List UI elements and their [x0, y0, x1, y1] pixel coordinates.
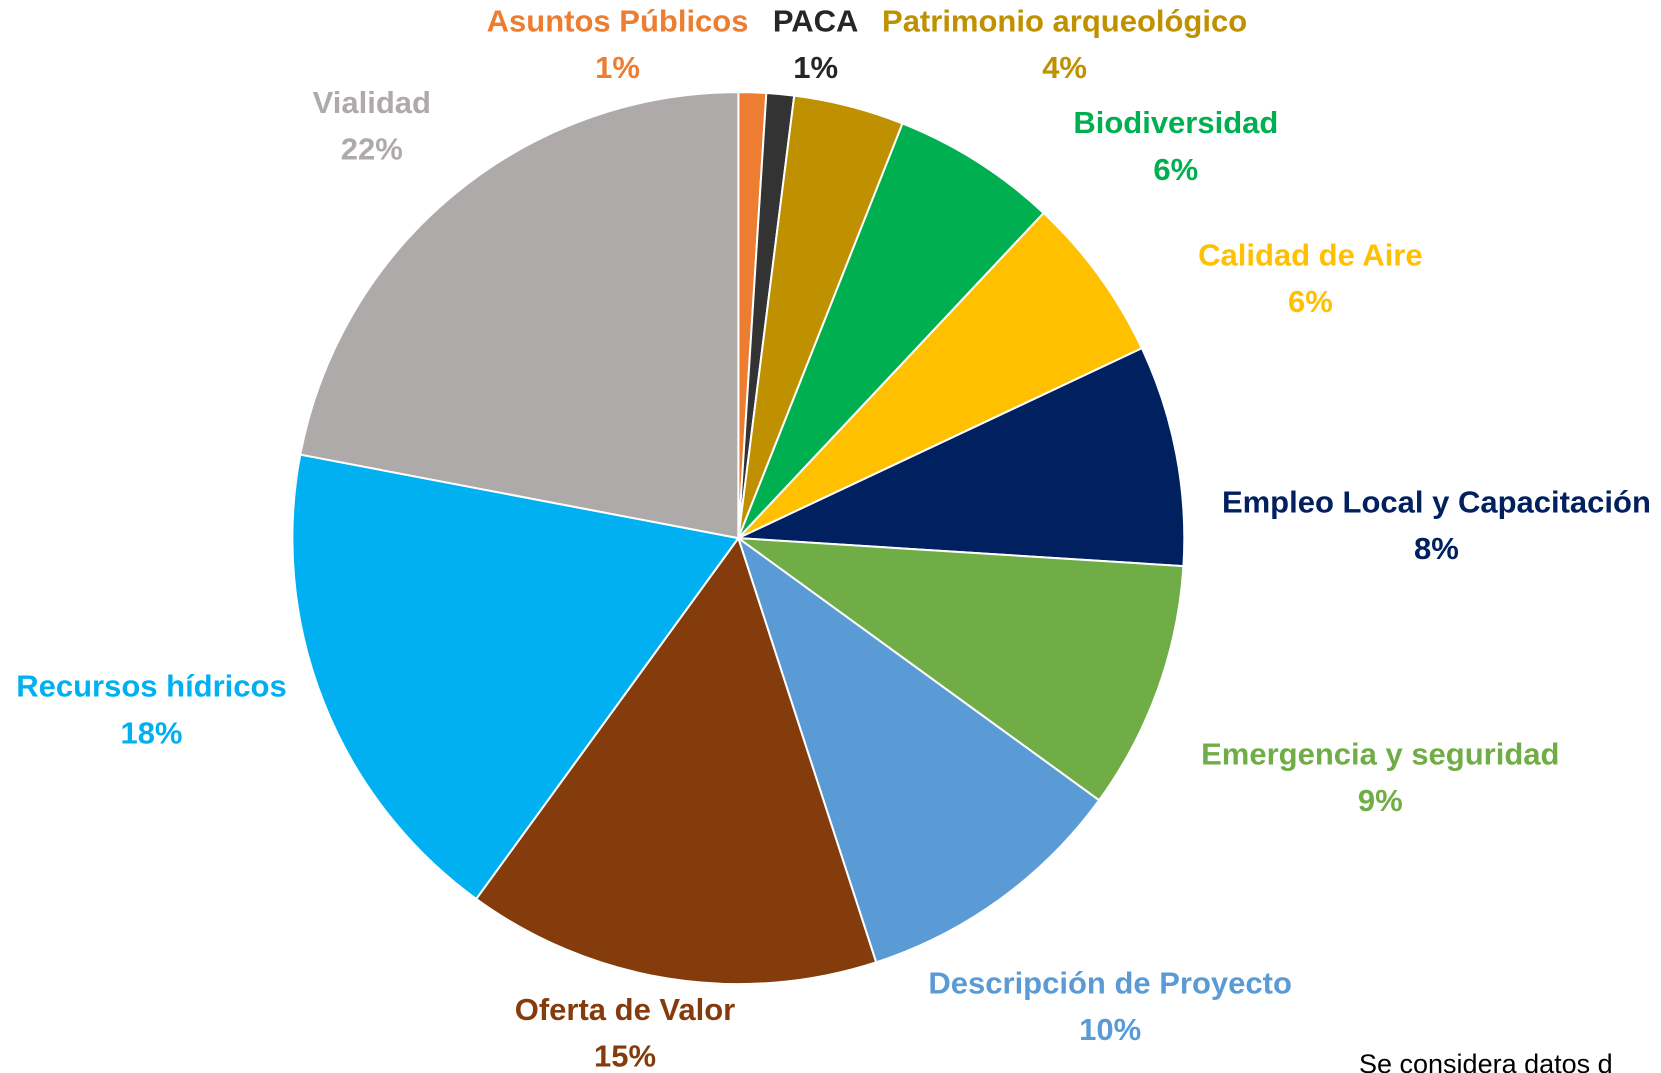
slice-label: Patrimonio arqueológico: [882, 3, 1247, 38]
pie-slice: [299, 91, 740, 540]
slice-label: Descripción de Proyecto: [928, 965, 1292, 1000]
slice-value-label: 8%: [1414, 531, 1459, 566]
slice-label: Oferta de Valor: [515, 992, 736, 1027]
slice-label: Emergencia y seguridad: [1201, 737, 1559, 772]
slice-label: Empleo Local y Capacitación: [1222, 484, 1651, 519]
slice-value-label: 9%: [1358, 783, 1403, 818]
slice-value-label: 1%: [793, 50, 838, 85]
slice-value-label: 18%: [120, 715, 182, 750]
slice-value-label: 1%: [595, 50, 640, 85]
pie-slice: [737, 122, 1046, 539]
slice-value-label: 22%: [341, 132, 403, 167]
pie-slice: [737, 346, 1186, 568]
slice-value-label: 10%: [1079, 1012, 1141, 1047]
pie-slice: [736, 535, 1101, 964]
slice-value-label: 4%: [1042, 50, 1087, 85]
pie-slice: [734, 536, 1185, 802]
slice-value-label: 6%: [1153, 152, 1198, 187]
slice-value-label: 15%: [594, 1038, 656, 1073]
annotation: Se considera datos d: [1359, 1049, 1613, 1073]
slice-label: Calidad de Aire: [1198, 238, 1423, 273]
slice-label: PACA: [773, 3, 859, 38]
slice-label: Vialidad: [313, 85, 431, 120]
slice-value-label: 6%: [1288, 284, 1333, 319]
slice-label: Asuntos Públicos: [487, 3, 749, 38]
pie-slice: [291, 453, 741, 901]
pie-slice: [737, 211, 1144, 540]
slice-label: Recursos hídricos: [16, 669, 286, 704]
slice-label: Biodiversidad: [1073, 105, 1278, 140]
pie-slice: [474, 535, 878, 986]
